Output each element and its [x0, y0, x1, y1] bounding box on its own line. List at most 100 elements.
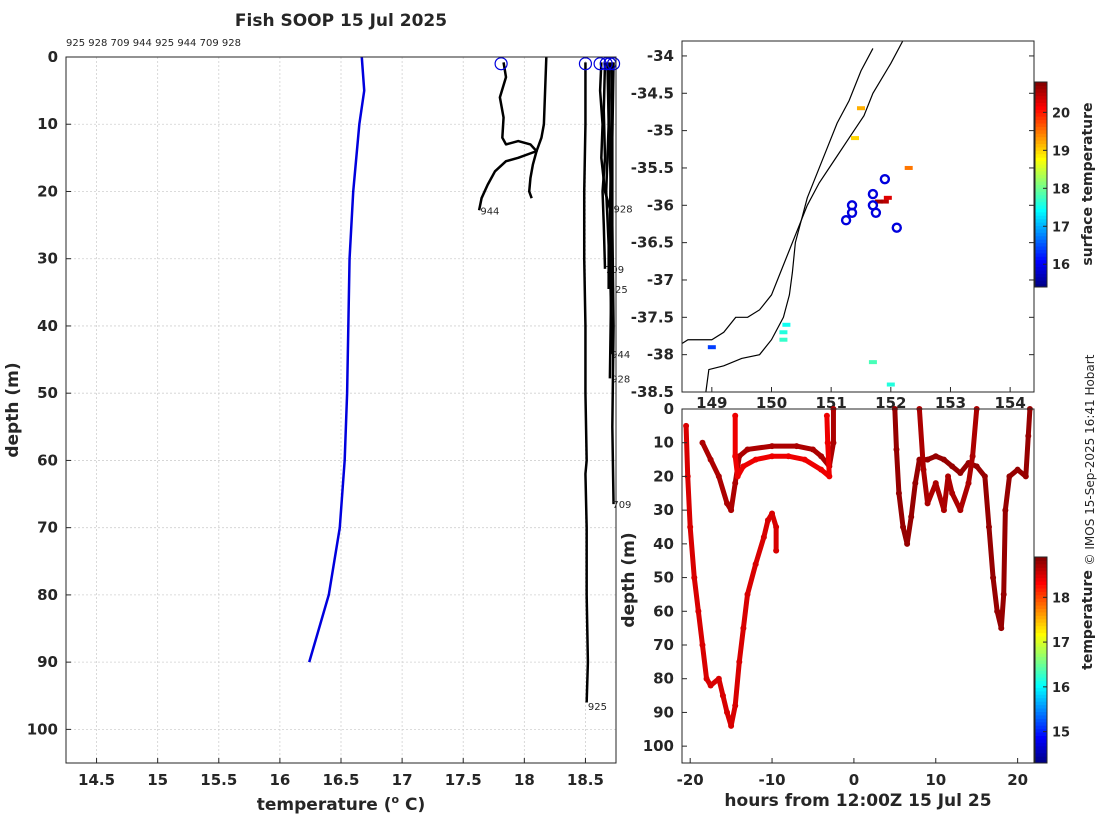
timeseries-colorbar-tick-label: 16	[1052, 681, 1070, 696]
profile-id-label: 925	[609, 285, 628, 296]
surface-obs-mark	[868, 360, 877, 365]
temperature-point	[695, 608, 702, 615]
temperature-point	[949, 490, 956, 497]
temperature-point	[703, 675, 710, 682]
station-marker	[846, 207, 858, 218]
timeseries-colorbar-segment	[1035, 694, 1047, 699]
temperature-point	[818, 453, 825, 460]
map-ytick-label: -37	[647, 271, 674, 289]
timeseries-colorbar-segment	[1035, 680, 1047, 685]
timeseries-ytick-label: 100	[643, 737, 674, 755]
map-axes: -34 -34.5 -35 -35.5 -36 -36.5 -37 -37.5 -38 -38.5…	[631, 47, 1034, 412]
temperature-point	[744, 446, 751, 453]
timeseries-colorbar-segment	[1035, 704, 1047, 709]
map-colorbar-segment	[1035, 211, 1047, 216]
map-colorbar-segment	[1035, 205, 1047, 209]
temperature-point	[769, 453, 776, 460]
coastline	[681, 40, 904, 344]
timeseries-colorbar-segment	[1035, 690, 1047, 695]
timeseries-colorbar-tick-label: 18	[1052, 591, 1070, 606]
map-colorbar-tick-label: 17	[1052, 220, 1070, 235]
timeseries-colorbar-segment	[1035, 618, 1047, 623]
timeseries-colorbar-segment	[1035, 711, 1047, 716]
timeseries-colorbar-segment	[1035, 646, 1047, 651]
profile-ytick-label: 50	[37, 384, 58, 402]
timeseries-colorbar-segment	[1035, 735, 1047, 740]
temperature-point	[687, 524, 694, 530]
temperature-point	[773, 524, 780, 530]
profile-xtick-label: 15.5	[200, 771, 237, 789]
map-colorbar-segment	[1035, 92, 1047, 97]
map-colorbar-segment	[1035, 167, 1047, 172]
timeseries-colorbar-segment	[1035, 632, 1047, 637]
temperature-point	[945, 473, 952, 480]
profile-xtick-label: 14.5	[78, 771, 115, 789]
timeseries-colorbar-segment	[1035, 615, 1047, 620]
profile-ytick-label: 70	[37, 519, 58, 537]
profile-ytick-label: 10	[37, 115, 58, 133]
map-ytick-label: -35.5	[631, 159, 674, 177]
timeseries-colorbar-segment	[1035, 666, 1047, 671]
temperature-point	[793, 443, 800, 450]
temperature-point	[691, 574, 698, 581]
timeseries-ytick-label: 30	[653, 501, 674, 519]
temperature-point	[895, 490, 902, 497]
map-ytick-label: -38	[647, 346, 674, 364]
profile-id-label: 928	[614, 204, 633, 215]
timeseries-colorbar-segment	[1035, 635, 1047, 640]
timeseries-colorbar-segment	[1035, 629, 1047, 634]
temperature-point	[769, 510, 776, 517]
temperature-point	[732, 702, 739, 709]
profile-ytick-label: 80	[37, 586, 58, 604]
timeseries-colorbar-segment	[1035, 611, 1047, 616]
map-colorbar-segment	[1035, 215, 1047, 220]
timeseries-ytick-label: 20	[653, 467, 674, 485]
temperature-point	[823, 412, 830, 419]
timeseries-colorbar-segment	[1035, 677, 1047, 682]
timeseries-colorbar-label: temperature	[1080, 570, 1096, 670]
timeseries-colorbar-segment	[1035, 560, 1047, 565]
map-colorbar-segment	[1035, 119, 1047, 124]
temperature-point	[785, 453, 792, 460]
temperature-point	[969, 453, 976, 460]
surface-obs-mark	[779, 330, 788, 335]
temperature-point	[760, 534, 767, 541]
credit-text: © IMOS 15-Sep-2025 16:41 Hobart	[1083, 354, 1097, 565]
profile-ytick-label: 0	[48, 48, 58, 66]
temperature-point	[699, 439, 706, 446]
map-colorbar-segment	[1035, 150, 1047, 155]
map-colorbar-label: surface temperature	[1080, 102, 1096, 265]
temperature-point	[818, 466, 825, 473]
timeseries-colorbar-segment	[1035, 673, 1047, 678]
temperature-point	[728, 722, 735, 729]
timeseries-colorbar-segment	[1035, 749, 1047, 754]
profile-ytick-label: 100	[27, 720, 58, 738]
timeseries-colorbar-segment	[1035, 721, 1047, 726]
map-colorbar-segment	[1035, 95, 1047, 100]
timeseries-ytick-label: 80	[653, 670, 674, 688]
timeseries-colorbar-segment	[1035, 642, 1047, 647]
profile-lines: 944 925 928 709 925 944 928 709	[308, 56, 633, 713]
map-ytick-label: -36.5	[631, 234, 674, 252]
timeseries-colorbar-segment	[1035, 567, 1047, 572]
map-colorbar-segment	[1035, 126, 1047, 131]
profile-line	[477, 62, 538, 211]
temperature-point	[932, 453, 939, 460]
map-colorbar-segment	[1035, 249, 1047, 254]
temperature-point	[801, 456, 808, 463]
temperature-point	[773, 547, 780, 554]
surface-marker	[494, 57, 508, 71]
timeseries-xtick-label: -20	[677, 771, 704, 789]
temperature-point	[1014, 466, 1021, 473]
timeseries-frame	[681, 408, 1035, 764]
timeseries-colorbar-segment	[1035, 725, 1047, 730]
profile-line	[601, 62, 607, 269]
timeseries-colorbar-segment	[1035, 670, 1047, 675]
timeseries-colorbar-segment	[1035, 742, 1047, 747]
map-xtick-label: 150	[756, 394, 787, 412]
map-xtick-label: 153	[935, 394, 966, 412]
surface-obs-mark	[851, 136, 860, 141]
map-colorbar-segment	[1035, 181, 1047, 185]
timeseries-colorbar-segment	[1035, 752, 1047, 757]
temperature-point	[904, 540, 911, 547]
